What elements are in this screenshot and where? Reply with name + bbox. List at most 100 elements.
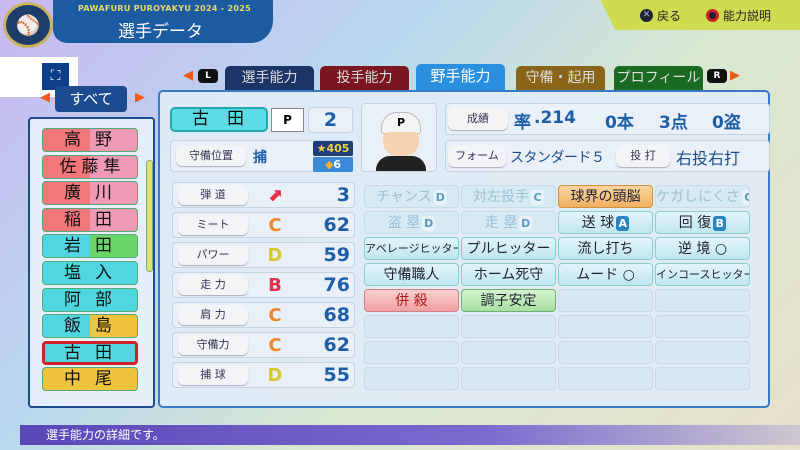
- ability-slot-empty: [558, 341, 653, 364]
- stat-row: 守備力 C 62: [172, 332, 355, 358]
- title-bar: [53, 0, 273, 43]
- tab-3[interactable]: 守備・起用: [516, 66, 605, 90]
- ability-cell[interactable]: 守備職人: [364, 263, 459, 286]
- tab-prev-arrow-icon[interactable]: ◀: [183, 68, 193, 83]
- ability-slot-empty: [461, 367, 556, 390]
- ability-label: 併 殺: [395, 293, 428, 309]
- tab-0[interactable]: 選手能力: [225, 66, 314, 90]
- ability-grade: C: [741, 189, 749, 205]
- r-button-icon[interactable]: R: [707, 69, 727, 83]
- team-badge: P: [271, 108, 304, 132]
- ability-label: 球界の頭脳: [570, 189, 641, 205]
- form-label: フォーム: [448, 145, 506, 167]
- batting-avg-label: 率: [514, 113, 531, 133]
- stat-value: 76: [323, 274, 350, 296]
- l-button-icon[interactable]: L: [198, 69, 218, 83]
- ability-cell[interactable]: インコースヒッター: [655, 263, 750, 286]
- ability-help-label: 能力説明: [723, 9, 772, 23]
- roster-item[interactable]: 岩田: [42, 234, 138, 259]
- ability-label: 対左投手: [473, 189, 529, 205]
- ability-cell[interactable]: 流し打ち: [558, 237, 653, 260]
- ability-label: チャンス: [376, 189, 432, 205]
- stat-grade: D: [267, 244, 283, 266]
- bats-throws-label: 投 打: [616, 145, 670, 167]
- ability-cell[interactable]: ムード ○: [558, 263, 653, 286]
- ability-cell[interactable]: 逆 境 ○: [655, 237, 750, 260]
- ability-slot-empty: [461, 315, 556, 338]
- star-rating-badge: ★405: [313, 141, 353, 156]
- player-avatar: P: [361, 103, 437, 172]
- stat-label: 弾 道: [178, 185, 248, 205]
- roster-item[interactable]: 高野: [42, 128, 138, 152]
- ability-slot-empty: [558, 367, 653, 390]
- ability-slot-empty: [558, 289, 653, 312]
- ability-label: ホーム死守: [473, 267, 544, 283]
- home-runs: 0本: [605, 113, 634, 133]
- stat-grade: C: [268, 304, 282, 326]
- roster-item[interactable]: 阿部: [42, 287, 138, 312]
- roster-item[interactable]: 飯島: [42, 314, 138, 339]
- filter-selector[interactable]: すべて: [55, 86, 127, 112]
- stat-row: パワー D 59: [172, 242, 355, 268]
- stat-label: 肩 力: [178, 305, 248, 325]
- ability-slot-empty: [364, 367, 459, 390]
- ability-label: 盗 塁: [387, 215, 421, 231]
- tab-next-arrow-icon[interactable]: ▶: [730, 68, 740, 83]
- x-button-icon: ✕: [640, 9, 653, 22]
- player-name: 古田: [170, 107, 268, 132]
- ability-label: ケガしにくさ: [656, 189, 740, 205]
- roster-item[interactable]: 稲田: [42, 207, 138, 232]
- ability-cell[interactable]: 球界の頭脳: [558, 185, 653, 208]
- ability-slot-empty: [655, 289, 750, 312]
- ability-slot-empty: [461, 341, 556, 364]
- stat-row: 弾 道 ⬈ 3: [172, 182, 355, 208]
- ability-slot-empty: [558, 315, 653, 338]
- stat-value: 62: [323, 334, 350, 356]
- stat-value: 55: [323, 364, 350, 386]
- tab-1[interactable]: 投手能力: [320, 66, 409, 90]
- tab-2[interactable]: 野手能力: [416, 64, 505, 90]
- tab-4[interactable]: プロフィール: [614, 66, 703, 90]
- ability-cell[interactable]: 対左投手 C: [461, 185, 556, 208]
- roster-item[interactable]: 塩入: [42, 261, 138, 285]
- stat-row: 肩 力 C 68: [172, 302, 355, 328]
- ability-slot-empty: [364, 315, 459, 338]
- roster-item[interactable]: 中尾: [42, 367, 138, 392]
- roster-scrollbar[interactable]: [146, 160, 153, 272]
- position-value: 捕: [253, 150, 267, 166]
- filter-next-arrow-icon[interactable]: ▶: [135, 90, 145, 105]
- filter-prev-arrow-icon[interactable]: ◀: [40, 90, 50, 105]
- anniversary-logo: ⚾: [3, 2, 53, 48]
- ability-help-hint[interactable]: 能力説明: [706, 7, 771, 24]
- screenshot-camera-icon[interactable]: ⛶: [42, 63, 69, 90]
- stat-row: ミート C 62: [172, 212, 355, 238]
- stat-value: 62: [323, 214, 350, 236]
- ability-cell[interactable]: ケガしにくさC: [655, 185, 750, 208]
- roster-item[interactable]: 古田: [42, 340, 138, 365]
- ability-cell[interactable]: プルヒッター: [461, 237, 556, 260]
- ability-label: 守備職人: [383, 267, 440, 283]
- ability-cell[interactable]: ホーム死守: [461, 263, 556, 286]
- ability-cell[interactable]: アベレージヒッター: [364, 237, 459, 260]
- back-hint[interactable]: ✕ 戻る: [640, 7, 681, 24]
- ability-grade: A: [616, 215, 630, 231]
- stat-row: 捕 球 D 55: [172, 362, 355, 388]
- back-label: 戻る: [657, 9, 682, 23]
- ability-label: プルヒッター: [466, 241, 551, 257]
- ability-grade: C: [531, 189, 544, 205]
- roster-item[interactable]: 廣川: [42, 181, 138, 206]
- uniform-number: 2: [308, 107, 353, 133]
- ability-cell[interactable]: 併 殺: [364, 289, 459, 312]
- ability-label: ムード ○: [576, 267, 635, 283]
- stat-label: 守備力: [178, 335, 248, 355]
- ability-label: アベレージヒッター: [365, 242, 459, 255]
- ability-label: 流し打ち: [577, 241, 634, 257]
- roster-item[interactable]: 佐藤隼: [42, 154, 138, 179]
- ability-cell[interactable]: 調子安定: [461, 289, 556, 312]
- ability-cell[interactable]: チャンス D: [364, 185, 459, 208]
- ability-slot-empty: [655, 341, 750, 364]
